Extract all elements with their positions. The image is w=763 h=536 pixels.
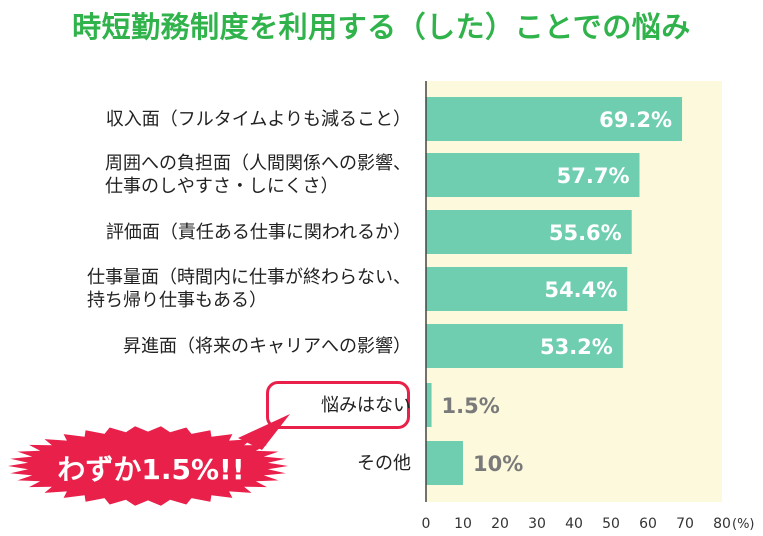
x-tick-label: 60 (639, 516, 657, 532)
category-label-line: 昇進面（将来のキャリアへの影響） (123, 335, 411, 357)
chart-title: 時短勤務制度を利用する（した）ことでの悩み (72, 10, 691, 44)
x-tick-label: 30 (528, 516, 546, 532)
data-label: 55.6% (549, 221, 622, 245)
x-tick-label: 80 (713, 516, 731, 532)
x-tick-label: 0 (422, 516, 431, 532)
category-label: その他 (357, 452, 411, 475)
callout-text: わずか1.5%!! (57, 453, 245, 486)
category-label: 昇進面（将来のキャリアへの影響） (123, 335, 411, 358)
callout-burst (8, 426, 288, 506)
category-label-line: 収入面（フルタイムよりも減ること） (105, 108, 411, 130)
category-label-line: 悩みはない (321, 394, 411, 416)
bar (426, 267, 628, 311)
category-label-line: 仕事量面（時間内に仕事が終わらない、 (87, 267, 411, 288)
bar (426, 153, 640, 197)
category-label-line: 仕事のしやすさ・しにくさ） (105, 176, 339, 197)
callout-pointer (238, 414, 290, 450)
bar (426, 383, 432, 427)
data-label: 54.4% (544, 278, 617, 302)
category-label: 周囲への負担面（人間関係への影響、 仕事のしやすさ・しにくさ） (105, 152, 411, 198)
category-label-line: 持ち帰り仕事もある） (87, 290, 267, 311)
category-label-line: 周囲への負担面（人間関係への影響、 (105, 153, 411, 174)
data-label: 53.2% (540, 335, 613, 359)
x-tick-label: 20 (491, 516, 509, 532)
data-label: 69.2% (599, 108, 672, 132)
bar (426, 210, 632, 254)
category-label: 収入面（フルタイムよりも減ること） (106, 108, 411, 131)
category-label-line: 評価面（責任ある仕事に関われるか） (105, 221, 411, 243)
bar (426, 97, 683, 141)
x-tick-label: 50 (602, 516, 620, 532)
category-label-line: その他 (357, 452, 411, 474)
x-tick-label: 10 (454, 516, 472, 532)
x-unit-label: (%) (732, 517, 755, 532)
category-label: 評価面（責任ある仕事に関われるか） (106, 221, 411, 244)
x-tick-label: 70 (676, 516, 694, 532)
data-label: 10% (473, 452, 523, 476)
bar (426, 324, 623, 368)
category-label: 仕事量面（時間内に仕事が終わらない、 持ち帰り仕事もある） (87, 266, 411, 312)
data-label: 57.7% (557, 164, 630, 188)
category-label: 悩みはない (321, 394, 411, 417)
bar (426, 441, 463, 485)
x-tick-label: 40 (565, 516, 583, 532)
highlight-box (266, 381, 410, 429)
data-label: 1.5% (442, 394, 500, 418)
